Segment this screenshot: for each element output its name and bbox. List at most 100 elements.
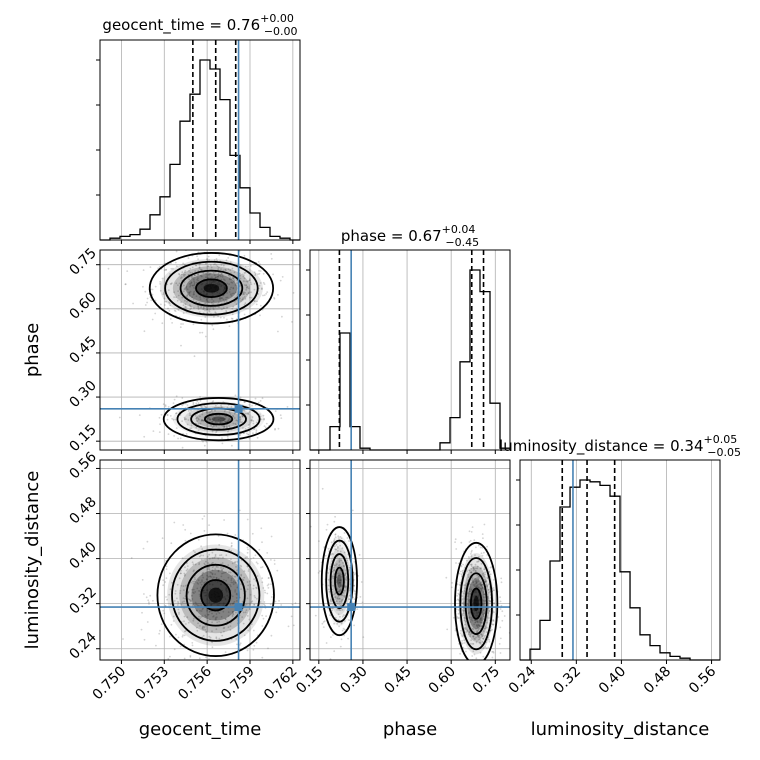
title-phase: phase = 0.67+0.04 −0.45 <box>341 223 479 249</box>
x-tick-label: 0.750 <box>90 664 130 704</box>
sample-point <box>497 616 500 618</box>
sample-point <box>197 306 200 309</box>
sample-point <box>180 584 183 587</box>
sample-point <box>470 571 473 574</box>
sample-point <box>200 604 203 607</box>
sample-point <box>469 590 471 593</box>
sample-point <box>274 427 276 430</box>
sample-point <box>192 563 195 566</box>
sample-point <box>212 615 215 617</box>
sample-point <box>214 421 217 424</box>
sample-point <box>470 571 473 574</box>
sample-point <box>173 309 176 312</box>
sample-point <box>185 402 187 405</box>
sample-point <box>188 278 191 281</box>
sample-point <box>179 437 182 440</box>
sample-point <box>258 269 260 272</box>
sample-point <box>209 418 212 420</box>
sample-point <box>205 293 208 296</box>
sample-point <box>214 618 217 621</box>
sample-point <box>199 268 202 271</box>
sample-point <box>492 651 495 654</box>
sample-point <box>343 595 345 597</box>
sample-point <box>223 425 226 428</box>
sample-point <box>183 620 185 623</box>
sample-point <box>192 549 195 552</box>
sample-point <box>204 272 207 275</box>
sample-point <box>249 278 251 280</box>
sample-point <box>465 628 468 631</box>
sample-point <box>291 321 293 323</box>
sample-point <box>198 232 200 234</box>
sample-point <box>209 571 212 574</box>
sample-point <box>163 297 166 300</box>
sample-point <box>341 585 343 587</box>
sample-point <box>243 576 246 579</box>
sample-point <box>205 293 208 295</box>
sample-point <box>337 582 339 585</box>
sample-point <box>190 414 192 417</box>
sample-point <box>207 271 210 274</box>
sample-point <box>499 652 502 654</box>
sample-point <box>208 524 211 526</box>
sample-point <box>473 637 476 640</box>
sample-point <box>281 276 284 278</box>
sample-point <box>477 623 479 626</box>
sample-point <box>183 263 186 266</box>
sample-point <box>144 304 147 306</box>
density-level <box>328 547 351 615</box>
sample-point <box>185 562 188 565</box>
sample-point <box>470 531 473 533</box>
sample-point <box>255 586 257 589</box>
sample-point <box>270 253 273 255</box>
sample-point <box>200 558 203 561</box>
sample-point <box>482 603 484 606</box>
sample-point <box>255 429 258 432</box>
sample-point <box>473 653 476 656</box>
x-tick-label: 0.24 <box>506 663 539 696</box>
sample-point <box>138 414 141 416</box>
sample-point <box>201 518 204 520</box>
sample-point <box>492 619 495 622</box>
sample-point <box>231 615 234 618</box>
sample-point <box>210 424 213 427</box>
sample-point <box>206 411 208 414</box>
sample-point <box>479 498 481 501</box>
sample-point <box>231 603 234 605</box>
y-tick-label: 0.15 <box>66 422 99 455</box>
sample-point <box>166 598 168 601</box>
sample-point <box>175 250 178 253</box>
sample-point <box>479 639 482 642</box>
sample-point <box>223 410 226 413</box>
sample-point <box>247 433 250 436</box>
density-content <box>100 460 300 660</box>
sample-point <box>186 300 188 303</box>
sample-point <box>222 567 225 570</box>
sample-point <box>353 585 355 587</box>
sample-point <box>166 418 169 421</box>
sample-point <box>179 645 182 648</box>
sample-point <box>206 589 208 591</box>
sample-point <box>232 581 234 584</box>
sample-point <box>183 615 186 618</box>
sample-point <box>468 630 471 633</box>
sample-point <box>197 279 200 282</box>
sample-point <box>211 566 214 569</box>
sample-point <box>242 579 245 582</box>
sample-point <box>211 276 213 279</box>
sample-point <box>163 612 166 615</box>
sample-point <box>228 278 231 280</box>
density-content <box>100 232 300 450</box>
sample-point <box>276 569 279 572</box>
sample-point <box>472 580 475 583</box>
sample-point <box>144 290 147 293</box>
sample-point <box>199 400 202 402</box>
sample-point <box>188 414 191 417</box>
sample-point <box>247 433 250 436</box>
sample-point <box>490 566 493 568</box>
sample-point <box>212 328 215 331</box>
sample-point <box>344 596 346 599</box>
sample-point <box>107 267 110 270</box>
sample-point <box>339 615 341 618</box>
sample-point <box>222 278 225 281</box>
